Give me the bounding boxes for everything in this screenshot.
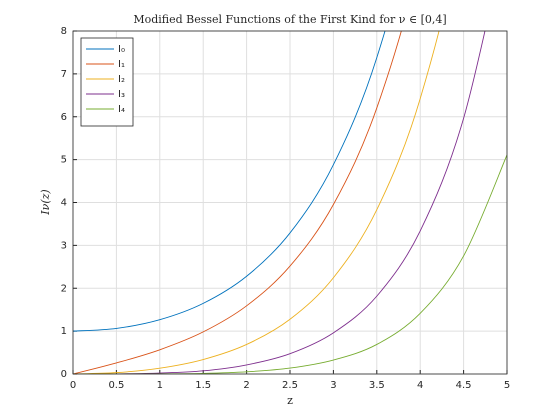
y-tick-label: 8 [61, 26, 67, 37]
y-tick-label: 4 [61, 198, 67, 209]
legend-label: I₂ [118, 74, 125, 85]
legend-label: I₁ [118, 59, 125, 70]
x-tick-label: 2.5 [282, 380, 298, 391]
x-tick-label: 2 [243, 380, 249, 391]
x-tick-label: 5 [504, 380, 510, 391]
axes-box [72, 30, 508, 375]
legend-label: I₄ [118, 104, 125, 115]
legend-label: I₃ [118, 89, 125, 100]
legend-box [80, 37, 134, 127]
series-line [73, 31, 486, 374]
y-tick-label: 0 [61, 369, 67, 380]
series-line [73, 31, 402, 374]
series-line [73, 31, 386, 332]
y-tick-label: 7 [61, 69, 67, 80]
y-axis-label: Iν(z) [39, 189, 52, 215]
x-tick-label: 4.5 [456, 380, 472, 391]
x-axis-label: z [287, 394, 293, 407]
y-tick-label: 6 [61, 112, 67, 123]
x-tick-label: 3 [330, 380, 336, 391]
x-tick-label: 1 [157, 380, 163, 391]
y-tick-label: 2 [61, 283, 67, 294]
x-tick-label: 0 [70, 380, 76, 391]
x-tick-label: 0.5 [108, 380, 124, 391]
x-tick-label: 3.5 [369, 380, 385, 391]
legend-label: I₀ [118, 44, 125, 55]
chart-title: Modified Bessel Functions of the First K… [133, 13, 446, 26]
y-tick-label: 3 [61, 240, 67, 251]
y-tick-label: 5 [61, 155, 67, 166]
x-tick-label: 1.5 [195, 380, 211, 391]
series-line [73, 31, 440, 374]
x-tick-label: 4 [417, 380, 423, 391]
y-tick-label: 1 [61, 326, 67, 337]
